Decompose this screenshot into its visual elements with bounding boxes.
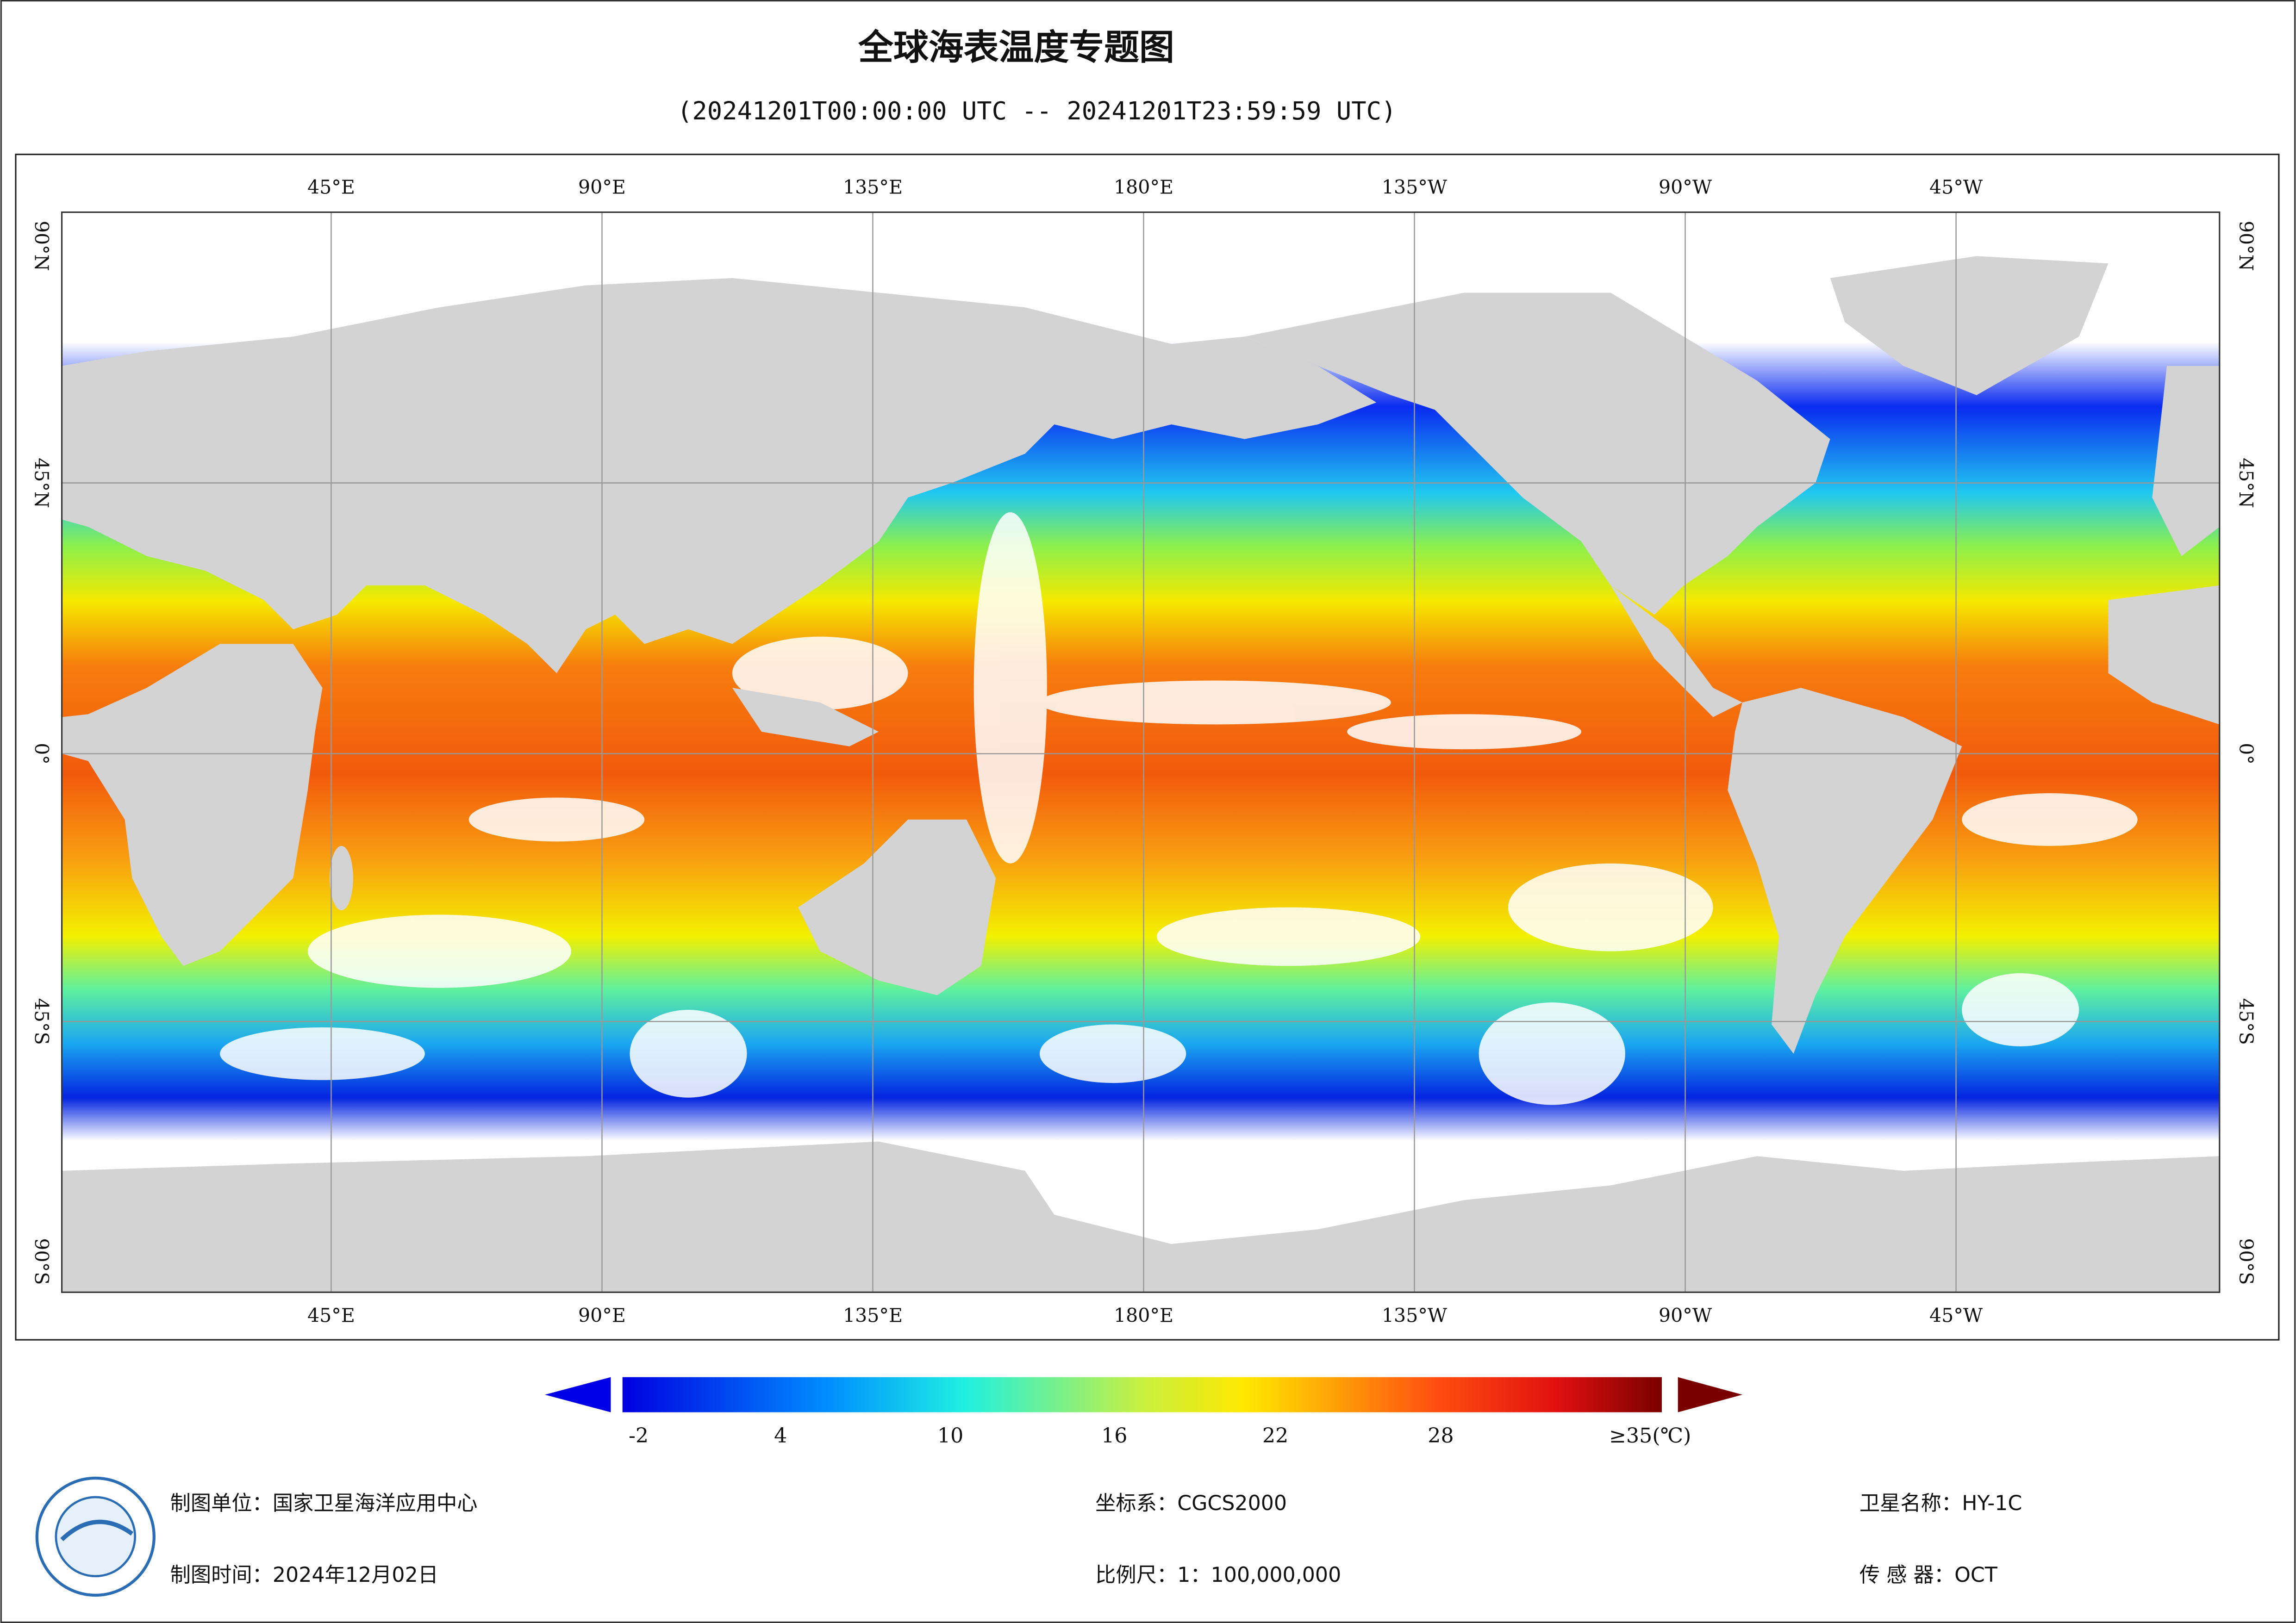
production-time: 制图时间：2024年12月02日 bbox=[170, 1563, 438, 1587]
lat-label-right: 90°N bbox=[2235, 221, 2257, 271]
lat-label-left: 90°S bbox=[31, 1238, 53, 1285]
lon-label-bottom: 180°E bbox=[1114, 1305, 1173, 1327]
map-body bbox=[62, 212, 2220, 1293]
colorbar-ticks: -2 4 10 16 22 28 ≥35(℃) bbox=[629, 1424, 1691, 1448]
logo bbox=[35, 1476, 156, 1597]
colorbar-under bbox=[545, 1377, 611, 1412]
lon-label-top: 90°W bbox=[1659, 176, 1712, 198]
sensor: 传 感 器：OCT bbox=[1859, 1563, 1998, 1587]
colorbar-tick-label: ≥35(℃) bbox=[1609, 1424, 1691, 1448]
lon-label-top: 135°W bbox=[1382, 176, 1447, 198]
colorbar-tick-label: 4 bbox=[774, 1424, 787, 1448]
colorbar-tick-label: 16 bbox=[1101, 1424, 1127, 1448]
subtitle: (20241201T00:00:00 UTC -- 20241201T23:59… bbox=[677, 96, 1396, 125]
axis-labels: 45°E 45°E 90°E 90°E 135°E 135°E 180°E 180°E 135°… bbox=[31, 176, 2257, 1326]
colorbar bbox=[622, 1377, 1662, 1412]
lat-label-right: 45°N bbox=[2235, 458, 2257, 508]
lon-label-bottom: 90°W bbox=[1659, 1305, 1712, 1327]
lat-label-left: 0° bbox=[31, 743, 53, 765]
lat-label-right: 90°S bbox=[2235, 1238, 2257, 1285]
lon-label-top: 180°E bbox=[1114, 176, 1173, 198]
clouds bbox=[220, 512, 2138, 1105]
colorbar-tick-label: 10 bbox=[937, 1424, 963, 1448]
graticule bbox=[62, 212, 2220, 1293]
colorbar-tick-label: -2 bbox=[629, 1424, 649, 1448]
land bbox=[62, 256, 2220, 1293]
lat-label-left: 45°N bbox=[31, 458, 53, 508]
lon-label-bottom: 45°W bbox=[1929, 1305, 1983, 1327]
lat-label-right: 45°S bbox=[2235, 998, 2257, 1045]
colorbar-tick-label: 22 bbox=[1262, 1424, 1288, 1448]
producer: 制图单位：国家卫星海洋应用中心 bbox=[170, 1492, 478, 1515]
lon-label-top: 45°W bbox=[1929, 176, 1983, 198]
colorbar-over bbox=[1678, 1377, 1742, 1412]
scale: 比例尺：1：100,000,000 bbox=[1095, 1563, 1341, 1587]
satellite: 卫星名称：HY-1C bbox=[1859, 1492, 2022, 1515]
map-border bbox=[61, 211, 2221, 1293]
lon-label-bottom: 135°E bbox=[843, 1305, 903, 1327]
lon-label-bottom: 90°E bbox=[578, 1305, 626, 1327]
lon-label-top: 90°E bbox=[578, 176, 626, 198]
lat-label-right: 0° bbox=[2235, 743, 2257, 765]
crs: 坐标系：CGCS2000 bbox=[1095, 1492, 1287, 1515]
lon-label-bottom: 45°E bbox=[307, 1305, 355, 1327]
lat-label-left: 45°S bbox=[31, 998, 53, 1045]
lon-label-top: 45°E bbox=[307, 176, 355, 198]
title: 全球海表温度专题图 bbox=[858, 27, 1174, 68]
lon-label-top: 135°E bbox=[843, 176, 903, 198]
colorbar-tick-label: 28 bbox=[1428, 1424, 1454, 1448]
lat-label-left: 90°N bbox=[31, 221, 53, 271]
map-frame bbox=[15, 154, 2280, 1341]
lon-label-bottom: 135°W bbox=[1382, 1305, 1447, 1327]
